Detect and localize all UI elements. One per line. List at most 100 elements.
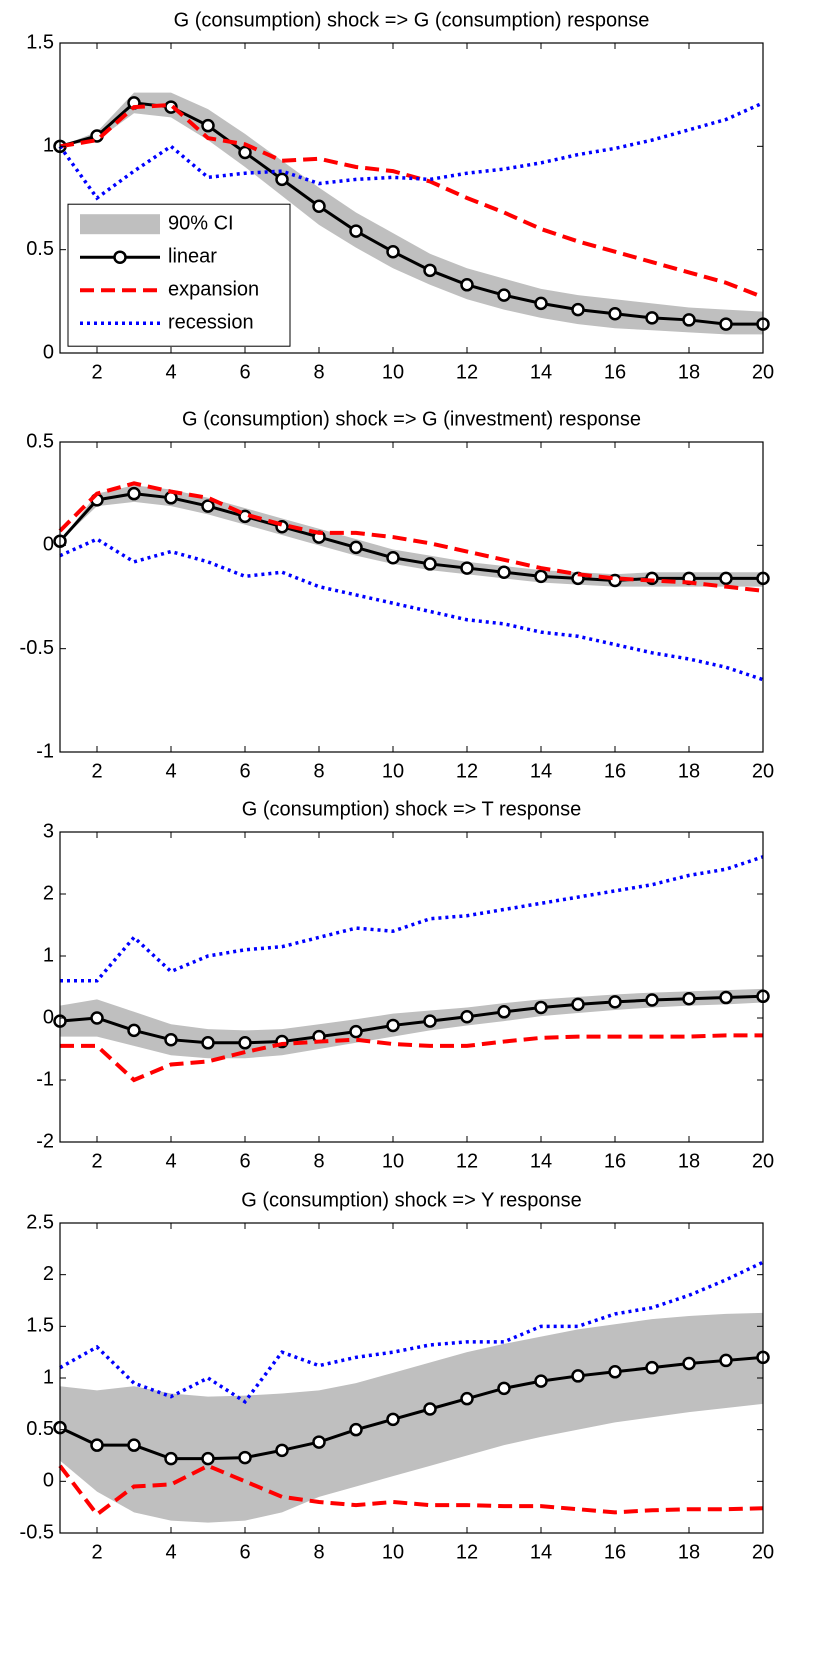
series-marker [534, 296, 548, 311]
series-marker [608, 306, 622, 321]
y-tick-label: 2 [43, 1263, 54, 1285]
y-tick-label: -0.5 [20, 1521, 54, 1543]
legend-label: 90% CI [168, 212, 234, 234]
series-marker [682, 1356, 696, 1371]
x-tick-label: 2 [91, 1541, 102, 1563]
panel-title: G (consumption) shock => Y response [241, 1189, 582, 1211]
series-marker [201, 118, 215, 133]
x-tick-label: 8 [313, 1541, 324, 1563]
y-tick-label: 0.5 [26, 1418, 54, 1440]
x-tick-label: 12 [456, 760, 478, 782]
y-tick-label: -2 [36, 1130, 54, 1152]
x-tick-label: 20 [752, 760, 774, 782]
y-tick-label: -1 [36, 740, 54, 762]
series-marker [423, 557, 437, 571]
legend-marker [113, 250, 127, 264]
series-marker [386, 244, 400, 259]
y-tick-label: 0.5 [26, 430, 54, 452]
y-tick-label: -1 [36, 1068, 54, 1090]
x-tick-label: 4 [165, 361, 176, 383]
panel: G (consumption) shock => Y response -0.5 0… [20, 1189, 775, 1563]
x-tick-label: 4 [165, 760, 176, 782]
x-tick-label: 16 [604, 760, 626, 782]
series-marker [90, 1011, 104, 1025]
panel: G (consumption) shock => G (investment) … [20, 408, 775, 782]
x-tick-label: 4 [165, 1150, 176, 1172]
ci-band [60, 92, 763, 335]
y-tick-label: 0 [43, 534, 54, 556]
x-tick-label: 20 [752, 1150, 774, 1172]
series-marker [201, 499, 215, 513]
y-tick-label: 0.5 [26, 238, 54, 260]
x-tick-label: 10 [382, 1150, 404, 1172]
y-tick-label: 0 [43, 1006, 54, 1028]
series-line [59, 102, 764, 300]
series-marker [682, 313, 696, 327]
series-line [59, 1260, 764, 1405]
series-marker [238, 1450, 252, 1465]
series-line [58, 481, 764, 593]
series-marker [423, 263, 437, 278]
legend-label: recession [168, 311, 254, 333]
x-tick-label: 12 [456, 1150, 478, 1172]
x-tick-label: 16 [604, 1541, 626, 1563]
panel: G (consumption) shock => T response -2 -1 0… [36, 798, 774, 1172]
series-marker [312, 1435, 326, 1449]
series-marker [534, 1374, 548, 1388]
series-marker [460, 1010, 474, 1024]
series-marker [571, 997, 585, 1012]
series-marker [460, 1391, 474, 1406]
series-marker [349, 224, 363, 238]
x-tick-label: 8 [313, 361, 324, 383]
x-tick-label: 10 [382, 1541, 404, 1563]
x-tick-label: 20 [752, 1541, 774, 1563]
series-line [58, 492, 763, 582]
x-tick-label: 8 [313, 1150, 324, 1172]
series-marker [719, 990, 733, 1005]
x-tick-label: 14 [530, 760, 552, 782]
series-marker [386, 1412, 400, 1427]
series-marker [164, 1451, 178, 1466]
y-tick-label: 2 [43, 882, 54, 904]
series-marker [645, 1360, 659, 1375]
y-tick-label: -0.5 [20, 637, 54, 659]
series-marker [534, 569, 548, 584]
x-tick-label: 8 [313, 760, 324, 782]
series-marker [127, 486, 141, 501]
series-marker [423, 1402, 437, 1416]
y-tick-label: 1.5 [26, 31, 54, 53]
x-tick-label: 14 [530, 1150, 552, 1172]
y-tick-label: 2.5 [26, 1211, 54, 1233]
y-tick-label: 1.5 [26, 1315, 54, 1337]
x-tick-label: 6 [239, 760, 250, 782]
legend-swatch [80, 214, 160, 235]
legend-label: linear [168, 245, 217, 267]
x-tick-label: 10 [382, 760, 404, 782]
series-marker [127, 1023, 141, 1038]
panel-title: G (consumption) shock => G (consumption)… [174, 9, 650, 31]
series-marker [201, 1451, 215, 1466]
series-line [60, 855, 764, 983]
panel-title: G (consumption) shock => T response [242, 798, 581, 820]
series-line [58, 101, 764, 201]
y-tick-label: 0 [43, 341, 54, 363]
legend-label: expansion [168, 278, 259, 300]
series-marker [460, 561, 474, 575]
series-marker [164, 1032, 178, 1047]
series-marker [608, 1365, 622, 1379]
series-marker [608, 995, 622, 1009]
series-marker [349, 540, 363, 555]
x-tick-label: 16 [604, 361, 626, 383]
x-tick-label: 16 [604, 1150, 626, 1172]
series-marker [201, 1036, 215, 1050]
series-line [60, 1033, 763, 1083]
y-tick-label: 3 [43, 820, 54, 842]
series-marker [460, 278, 474, 292]
x-tick-label: 20 [752, 361, 774, 383]
series-marker [719, 571, 733, 586]
axes-frame [59, 42, 764, 354]
axes-frame [59, 831, 764, 1143]
series-marker [349, 1024, 363, 1039]
x-tick-label: 4 [165, 1541, 176, 1563]
